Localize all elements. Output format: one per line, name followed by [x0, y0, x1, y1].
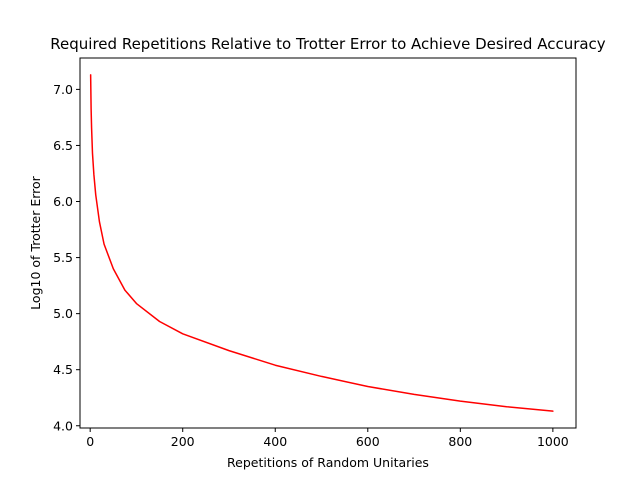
x-tick-label: 600	[356, 434, 380, 449]
y-tick-label: 5.5	[53, 250, 73, 265]
x-axis-label: Repetitions of Random Unitaries	[227, 455, 429, 470]
chart-title: Required Repetitions Relative to Trotter…	[50, 35, 606, 53]
series-line-0	[89, 74, 554, 412]
y-tick-label: 6.0	[53, 194, 73, 209]
y-tick-label: 6.5	[53, 138, 73, 153]
plot-frame	[79, 57, 577, 429]
y-tick-label: 4.0	[53, 418, 73, 433]
x-tick-label: 200	[171, 434, 195, 449]
axis-ticks: 0 200 400 600 800 1000 4.0 4.5 5.0 5.5 6.0 6.5 7.0	[53, 82, 569, 449]
x-tick-label: 400	[263, 434, 287, 449]
y-tick-label: 4.5	[53, 362, 73, 377]
y-tick-label: 5.0	[53, 306, 73, 321]
y-axis-label: Log10 of Trotter Error	[28, 175, 43, 309]
x-tick-label: 0	[86, 434, 94, 449]
plot-area	[89, 74, 554, 412]
y-tick-label: 7.0	[53, 82, 73, 97]
x-tick-label: 1000	[537, 434, 569, 449]
x-tick-label: 800	[448, 434, 472, 449]
